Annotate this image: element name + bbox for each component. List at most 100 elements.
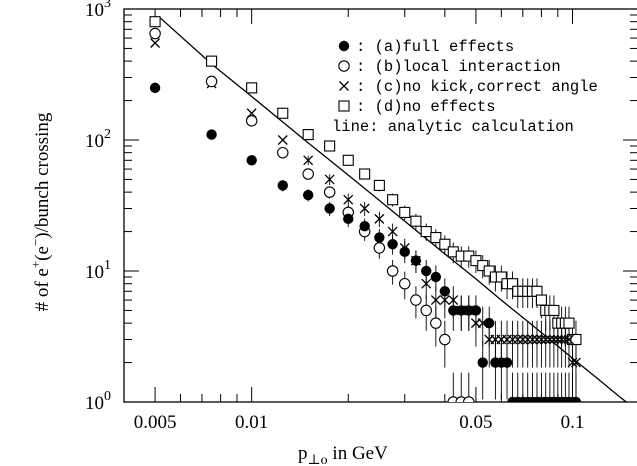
- data-point: [373, 242, 386, 254]
- y-tick-exponent: 1: [104, 258, 111, 273]
- legend-label: : (d)no effects: [356, 98, 496, 116]
- data-point: [532, 334, 542, 345]
- data-point: [430, 317, 442, 329]
- data-point: [570, 333, 582, 346]
- data-point: [277, 107, 289, 119]
- data-point: [359, 203, 370, 214]
- data-point: [439, 286, 451, 297]
- legend-note: line: analytic calculation: [332, 118, 574, 136]
- data-point: [149, 27, 161, 40]
- data-point: [430, 295, 441, 306]
- data-point: [421, 265, 432, 277]
- data-point: [150, 38, 161, 48]
- data-point: [387, 226, 398, 237]
- data-point: [470, 305, 482, 316]
- legend: : (a)full effects : (b)local interaction:…: [318, 32, 614, 136]
- x-tick-label: 0.005: [134, 412, 177, 433]
- data-point: [517, 334, 528, 345]
- legend-label: : (a)full effects: [356, 38, 514, 56]
- data-point: [343, 213, 354, 225]
- legend-label: : (b)local interaction: [356, 58, 561, 76]
- data-point: [439, 333, 451, 346]
- data-point: [374, 213, 385, 224]
- data-point: [420, 304, 432, 317]
- legend-background: [318, 32, 614, 116]
- data-point: [556, 334, 567, 345]
- data-point: [448, 295, 459, 306]
- y-tick-base: 10: [85, 0, 104, 21]
- data-point: [548, 334, 559, 345]
- y-tick-label: 101: [85, 258, 111, 283]
- data-point: [439, 238, 451, 250]
- data-point: [399, 206, 411, 218]
- data-point: [206, 55, 218, 67]
- data-point: [302, 168, 314, 180]
- y-axis-label-sup1: +: [28, 261, 43, 268]
- analytic-line-group: [160, 17, 628, 402]
- data-point: [323, 186, 336, 198]
- data-point: [522, 334, 533, 345]
- data-point: [477, 357, 488, 368]
- data-point: [421, 278, 432, 289]
- y-axis-label-sup2: −: [28, 239, 43, 246]
- legend-marker: [338, 40, 350, 52]
- y-tick-base: 10: [85, 393, 104, 414]
- data-markers: [149, 16, 582, 402]
- data-point: [410, 294, 422, 306]
- y-axis-label: # of e+(e−)/bunch crossing: [28, 112, 53, 311]
- y-axis-label-suffix: )/bunch crossing: [32, 112, 53, 239]
- data-point: [246, 82, 258, 94]
- data-point: [245, 115, 258, 127]
- data-point: [277, 135, 288, 145]
- data-point: [399, 246, 410, 258]
- data-point: [324, 174, 335, 185]
- y-tick-label: 100: [85, 389, 111, 414]
- y-tick-base: 10: [85, 262, 104, 283]
- data-point: [540, 334, 551, 345]
- y-tick-label: 103: [85, 0, 111, 21]
- data-point: [548, 304, 560, 316]
- data-point: [463, 396, 475, 402]
- x-tick-label: 0.1: [561, 412, 585, 433]
- data-point: [324, 140, 336, 152]
- data-point: [302, 189, 314, 201]
- x-axis-label-main: p: [298, 443, 308, 464]
- y-axis-label-prefix: # of e: [32, 268, 53, 311]
- data-point: [277, 146, 289, 159]
- legend-label: : (c)no kick,correct angle: [356, 78, 598, 96]
- data-point: [359, 168, 371, 180]
- data-point: [324, 203, 335, 214]
- data-point: [302, 129, 314, 141]
- plot-frame: [123, 8, 637, 403]
- data-point: [373, 179, 385, 191]
- data-point: [386, 265, 399, 277]
- data-point: [359, 220, 370, 232]
- data-point: [567, 357, 578, 368]
- data-point: [552, 334, 563, 345]
- data-point: [343, 194, 354, 205]
- data-point: [410, 255, 422, 266]
- data-point: [501, 357, 513, 368]
- data-point: [149, 16, 161, 28]
- data-point: [387, 194, 399, 206]
- data-point: [484, 317, 495, 329]
- data-point: [439, 295, 450, 306]
- data-point: [149, 82, 161, 94]
- legend-marker: [338, 60, 350, 72]
- legend-marker: [339, 81, 349, 91]
- y-axis-label-mid: (e: [32, 246, 53, 261]
- y-tick-exponent: 3: [104, 0, 111, 11]
- data-point: [399, 277, 411, 290]
- error-bars: [251, 155, 577, 402]
- x-tick-labels: 0.005 0.01 0.05 0.1: [134, 412, 585, 433]
- data-point: [277, 180, 288, 191]
- data-point: [387, 239, 398, 250]
- y-tick-exponent: 2: [104, 127, 111, 142]
- data-point: [430, 271, 442, 283]
- data-point: [536, 334, 547, 345]
- data-point: [563, 317, 575, 329]
- data-point: [246, 155, 257, 166]
- data-point: [483, 265, 495, 277]
- legend-marker: [338, 100, 350, 112]
